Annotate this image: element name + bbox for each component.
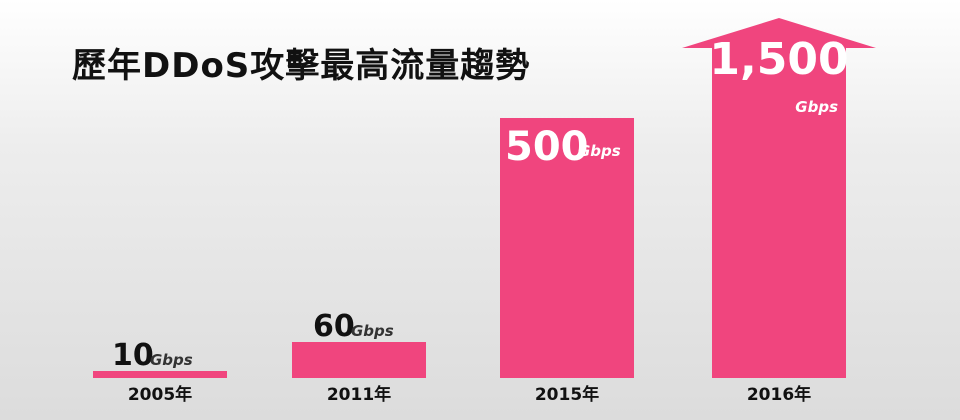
unit-label: Gbps <box>578 142 621 160</box>
value-label: 60 <box>313 309 355 344</box>
chart-title: 歷年DDoS攻擊最高流量趨勢 <box>72 46 531 86</box>
bar-0 <box>93 371 227 378</box>
bar-arrow-head <box>682 18 876 48</box>
unit-label: Gbps <box>150 351 193 369</box>
bar-1 <box>292 342 426 378</box>
category-label: 2015年 <box>535 384 599 405</box>
bar-2 <box>500 118 634 378</box>
value-label: 1,500 <box>709 34 848 85</box>
unit-label: Gbps <box>351 322 394 340</box>
category-label: 2011年 <box>327 384 391 405</box>
category-label: 2016年 <box>747 384 811 405</box>
bar-3 <box>712 48 846 378</box>
category-label: 2005年 <box>128 384 192 405</box>
value-label: 10 <box>112 338 154 373</box>
unit-label: Gbps <box>795 98 838 116</box>
value-label: 500 <box>505 124 589 170</box>
